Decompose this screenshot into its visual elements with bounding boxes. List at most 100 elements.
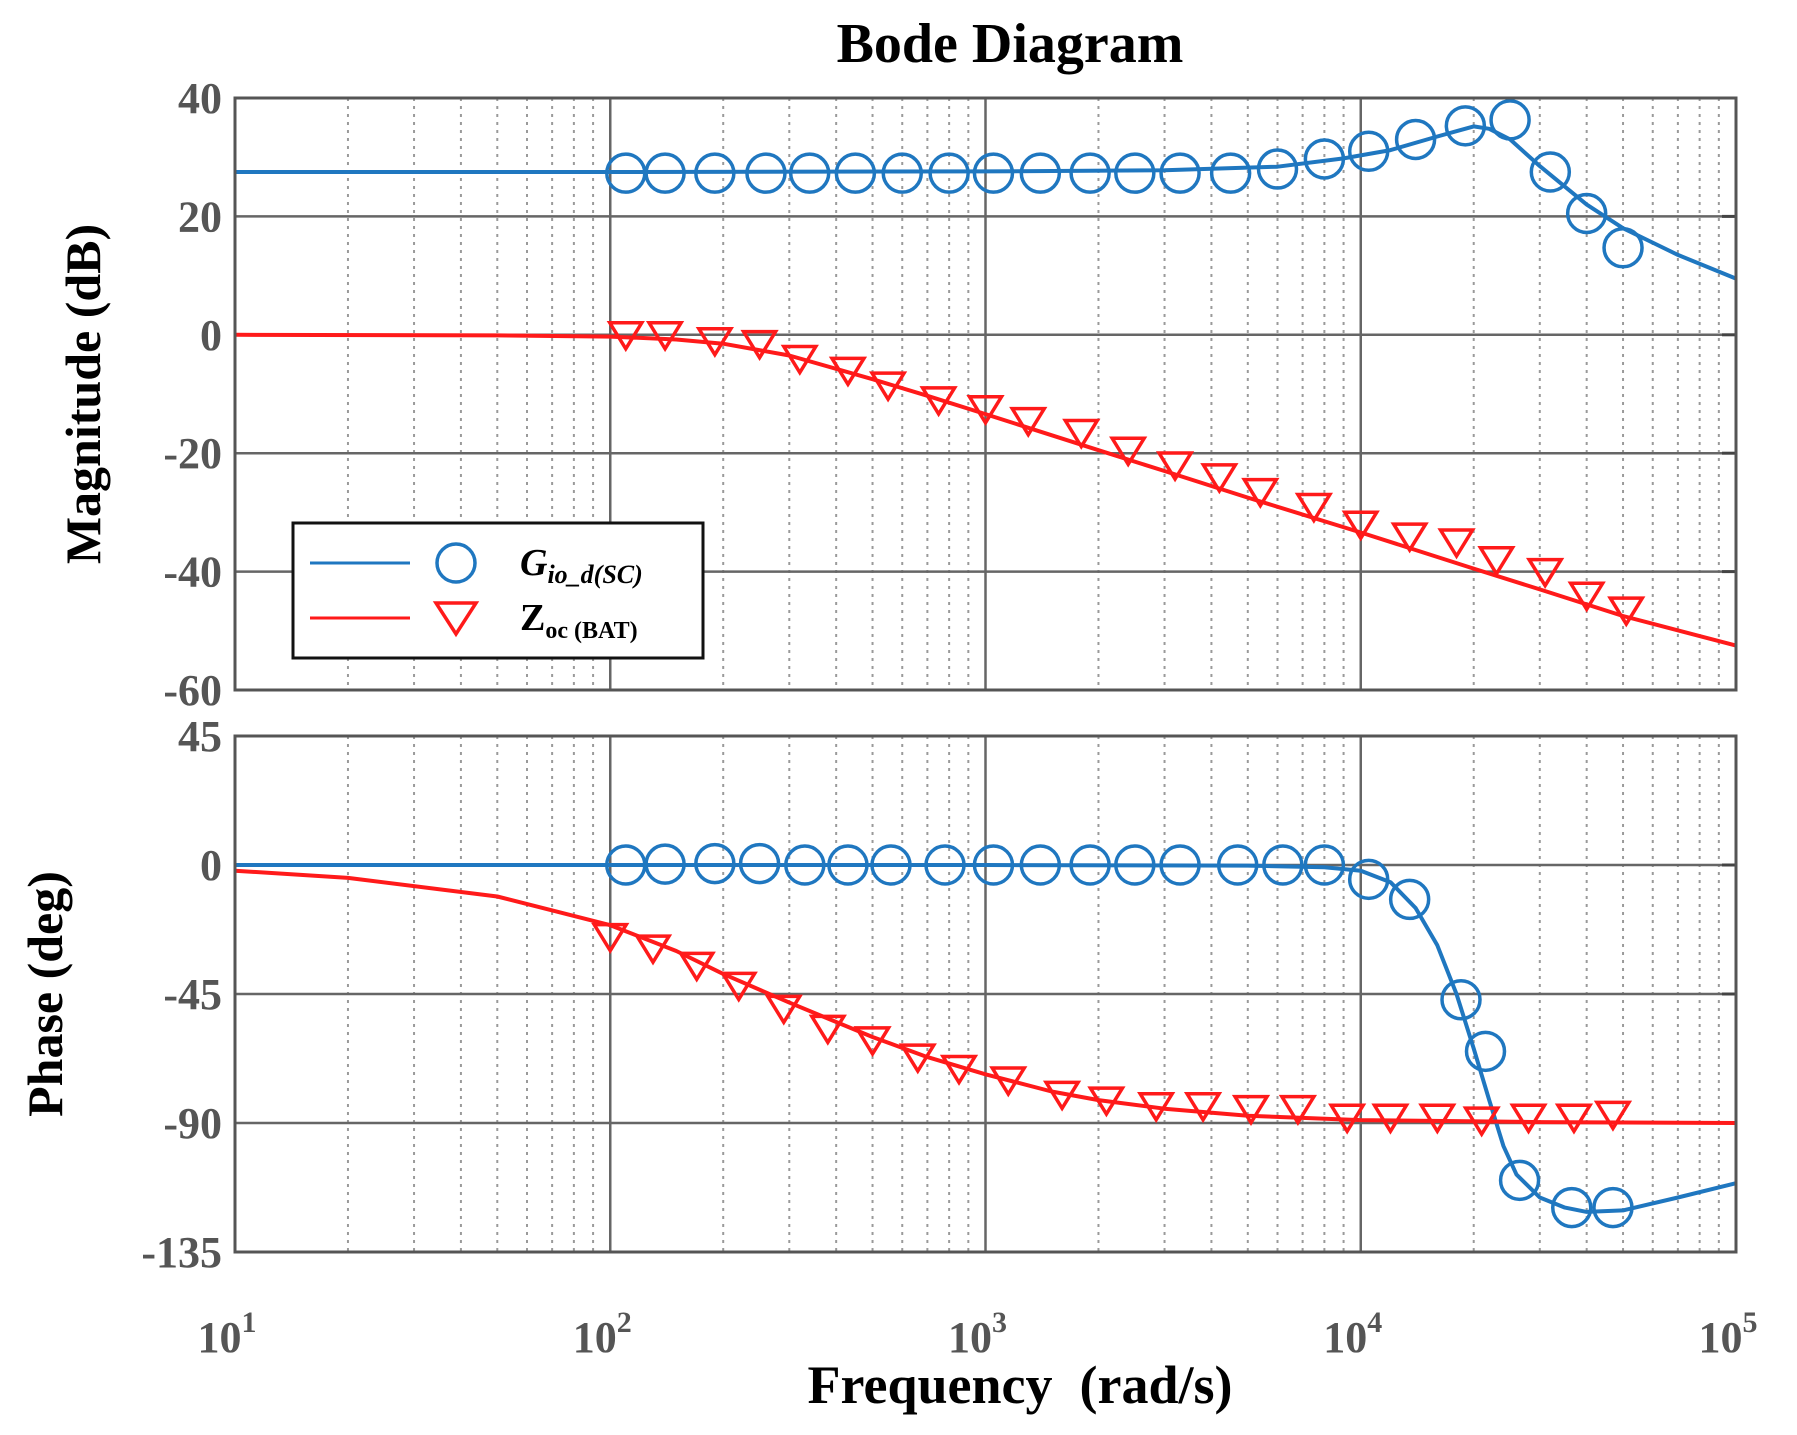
x-tick-label: 101 (198, 1306, 257, 1362)
magnitude-zoc-marker (1009, 406, 1048, 438)
magnitude-zoc-marker (780, 344, 819, 376)
magnitude-zoc-marker (919, 386, 958, 418)
magnitude-zoc-marker (868, 371, 908, 403)
magnitude-y-tick-label: 40 (178, 74, 222, 123)
magnitude-zoc-marker (1607, 596, 1646, 628)
magnitude-zoc-marker (1062, 418, 1101, 450)
phase-panel: 45 0 -45 -90 -135 Phase (deg) (17, 712, 1738, 1277)
magnitude-y-tick-label: 0 (200, 311, 222, 360)
magnitude-gio-marker (928, 152, 970, 194)
legend-gio-marker (435, 542, 477, 584)
magnitude-gio-marker (1159, 152, 1201, 194)
magnitude-zoc-marker (1477, 546, 1516, 578)
phase-gio-marker (1464, 1030, 1507, 1073)
magnitude-zoc-marker (606, 321, 645, 353)
phase-gio-marker (827, 844, 869, 886)
phase-zoc-marker (764, 994, 803, 1026)
magnitude-gio-marker (745, 152, 787, 194)
phase-zoc-marker (719, 971, 758, 1003)
x-axis-label: Frequency (rad/s) (808, 1355, 1233, 1415)
phase-gio-marker (1069, 844, 1111, 886)
magnitude-zoc-marker (1526, 557, 1565, 589)
magnitude-zoc-marker (1155, 451, 1195, 483)
magnitude-gio-marker (788, 152, 831, 194)
x-tick-exponent: 2 (617, 1306, 632, 1339)
phase-gio-marker (1303, 844, 1346, 886)
phase-gio-marker (694, 842, 736, 885)
phase-zoc-marker (1554, 1103, 1594, 1135)
magnitude-gio-marker (1209, 152, 1252, 194)
legend-gio-main: G (520, 542, 548, 584)
phase-y-axis-label: Phase (deg) (17, 871, 73, 1117)
phase-zoc-marker (1231, 1094, 1271, 1127)
magnitude-y-tick-label: -60 (163, 666, 222, 715)
magnitude-y-axis-label: Magnitude (dB) (55, 224, 111, 564)
phase-gio-marker (1592, 1186, 1634, 1229)
magnitude-zoc-marker (1390, 522, 1429, 554)
legend-gio-label: Gio_d(SC) (520, 542, 643, 589)
phase-gio-marker (1498, 1159, 1541, 1202)
phase-zoc-marker (898, 1043, 937, 1075)
magnitude-gio-marker (1394, 118, 1437, 161)
magnitude-series (234, 99, 1737, 648)
magnitude-zoc-marker (695, 326, 734, 359)
phase-gio-marker (1159, 844, 1201, 886)
phase-gio-marker (1114, 844, 1156, 886)
legend-box (291, 521, 705, 660)
magnitude-gio-marker (1444, 105, 1487, 147)
phase-gio-marker (1440, 978, 1482, 1021)
phase-y-tick-label: -45 (163, 970, 222, 1019)
phase-gio-marker (738, 842, 781, 885)
magnitude-zoc-marker (645, 321, 685, 353)
phase-gio-marker (784, 844, 826, 886)
magnitude-axes-frame (233, 96, 1738, 692)
phase-zoc-marker (808, 1014, 847, 1046)
magnitude-gio-marker (1303, 138, 1346, 180)
phase-zoc-marker (677, 951, 716, 983)
x-tick-base: 10 (1323, 1313, 1367, 1362)
x-tick-base: 10 (198, 1313, 242, 1362)
phase-gio-marker (1347, 858, 1390, 901)
phase-series (234, 842, 1737, 1229)
magnitude-zoc-marker (1294, 492, 1333, 524)
magnitude-zoc-marker (1437, 528, 1476, 560)
magnitude-zoc-marker (740, 329, 779, 362)
x-tick-exponent: 1 (242, 1306, 257, 1339)
phase-gio-marker (1388, 878, 1431, 921)
magnitude-gio-marker (1019, 152, 1062, 194)
magnitude-zoc-marker (1109, 436, 1148, 468)
phase-gio-marker (870, 844, 912, 886)
phase-zoc-marker (853, 1026, 892, 1058)
phase-zoc-marker (1137, 1092, 1176, 1124)
magnitude-gio-marker (1565, 192, 1608, 235)
x-tick-base: 10 (1699, 1313, 1743, 1362)
legend-gio-sub: io_d(SC) (547, 560, 642, 589)
magnitude-zoc-marker (1200, 463, 1239, 495)
magnitude-zoc-marker (966, 395, 1005, 427)
x-tick-label: 103 (948, 1306, 1007, 1362)
magnitude-gio-marker (972, 152, 1015, 194)
x-tick-exponent: 4 (1367, 1306, 1382, 1339)
magnitude-y-tick-label: 20 (178, 192, 222, 241)
phase-zoc-marker (1042, 1080, 1082, 1112)
phase-zoc-marker (591, 922, 630, 955)
magnitude-gio-marker (1256, 148, 1299, 190)
phase-gio-marker (1216, 844, 1259, 886)
phase-y-tick-label: -135 (141, 1228, 222, 1277)
magnitude-gio-marker (1114, 152, 1156, 194)
x-tick-exponent: 3 (992, 1306, 1007, 1339)
phase-zoc-marker (1183, 1092, 1223, 1124)
phase-gio-marker (1019, 844, 1062, 886)
phase-zoc-marker (989, 1066, 1028, 1098)
magnitude-gio-marker (1602, 227, 1644, 269)
legend-zoc-label: Zoc (BAT) (520, 597, 638, 644)
magnitude-gio-marker (1069, 152, 1111, 194)
phase-zoc-marker (939, 1054, 979, 1086)
phase-zoc-marker (1462, 1106, 1501, 1138)
magnitude-gio-marker (1347, 130, 1390, 173)
phase-y-tick-label: 45 (178, 712, 222, 761)
magnitude-zoc-marker (828, 356, 868, 388)
legend-zoc-sub: oc (BAT) (545, 618, 637, 644)
magnitude-gio-marker (834, 152, 877, 194)
magnitude-gio-marker (694, 152, 736, 194)
